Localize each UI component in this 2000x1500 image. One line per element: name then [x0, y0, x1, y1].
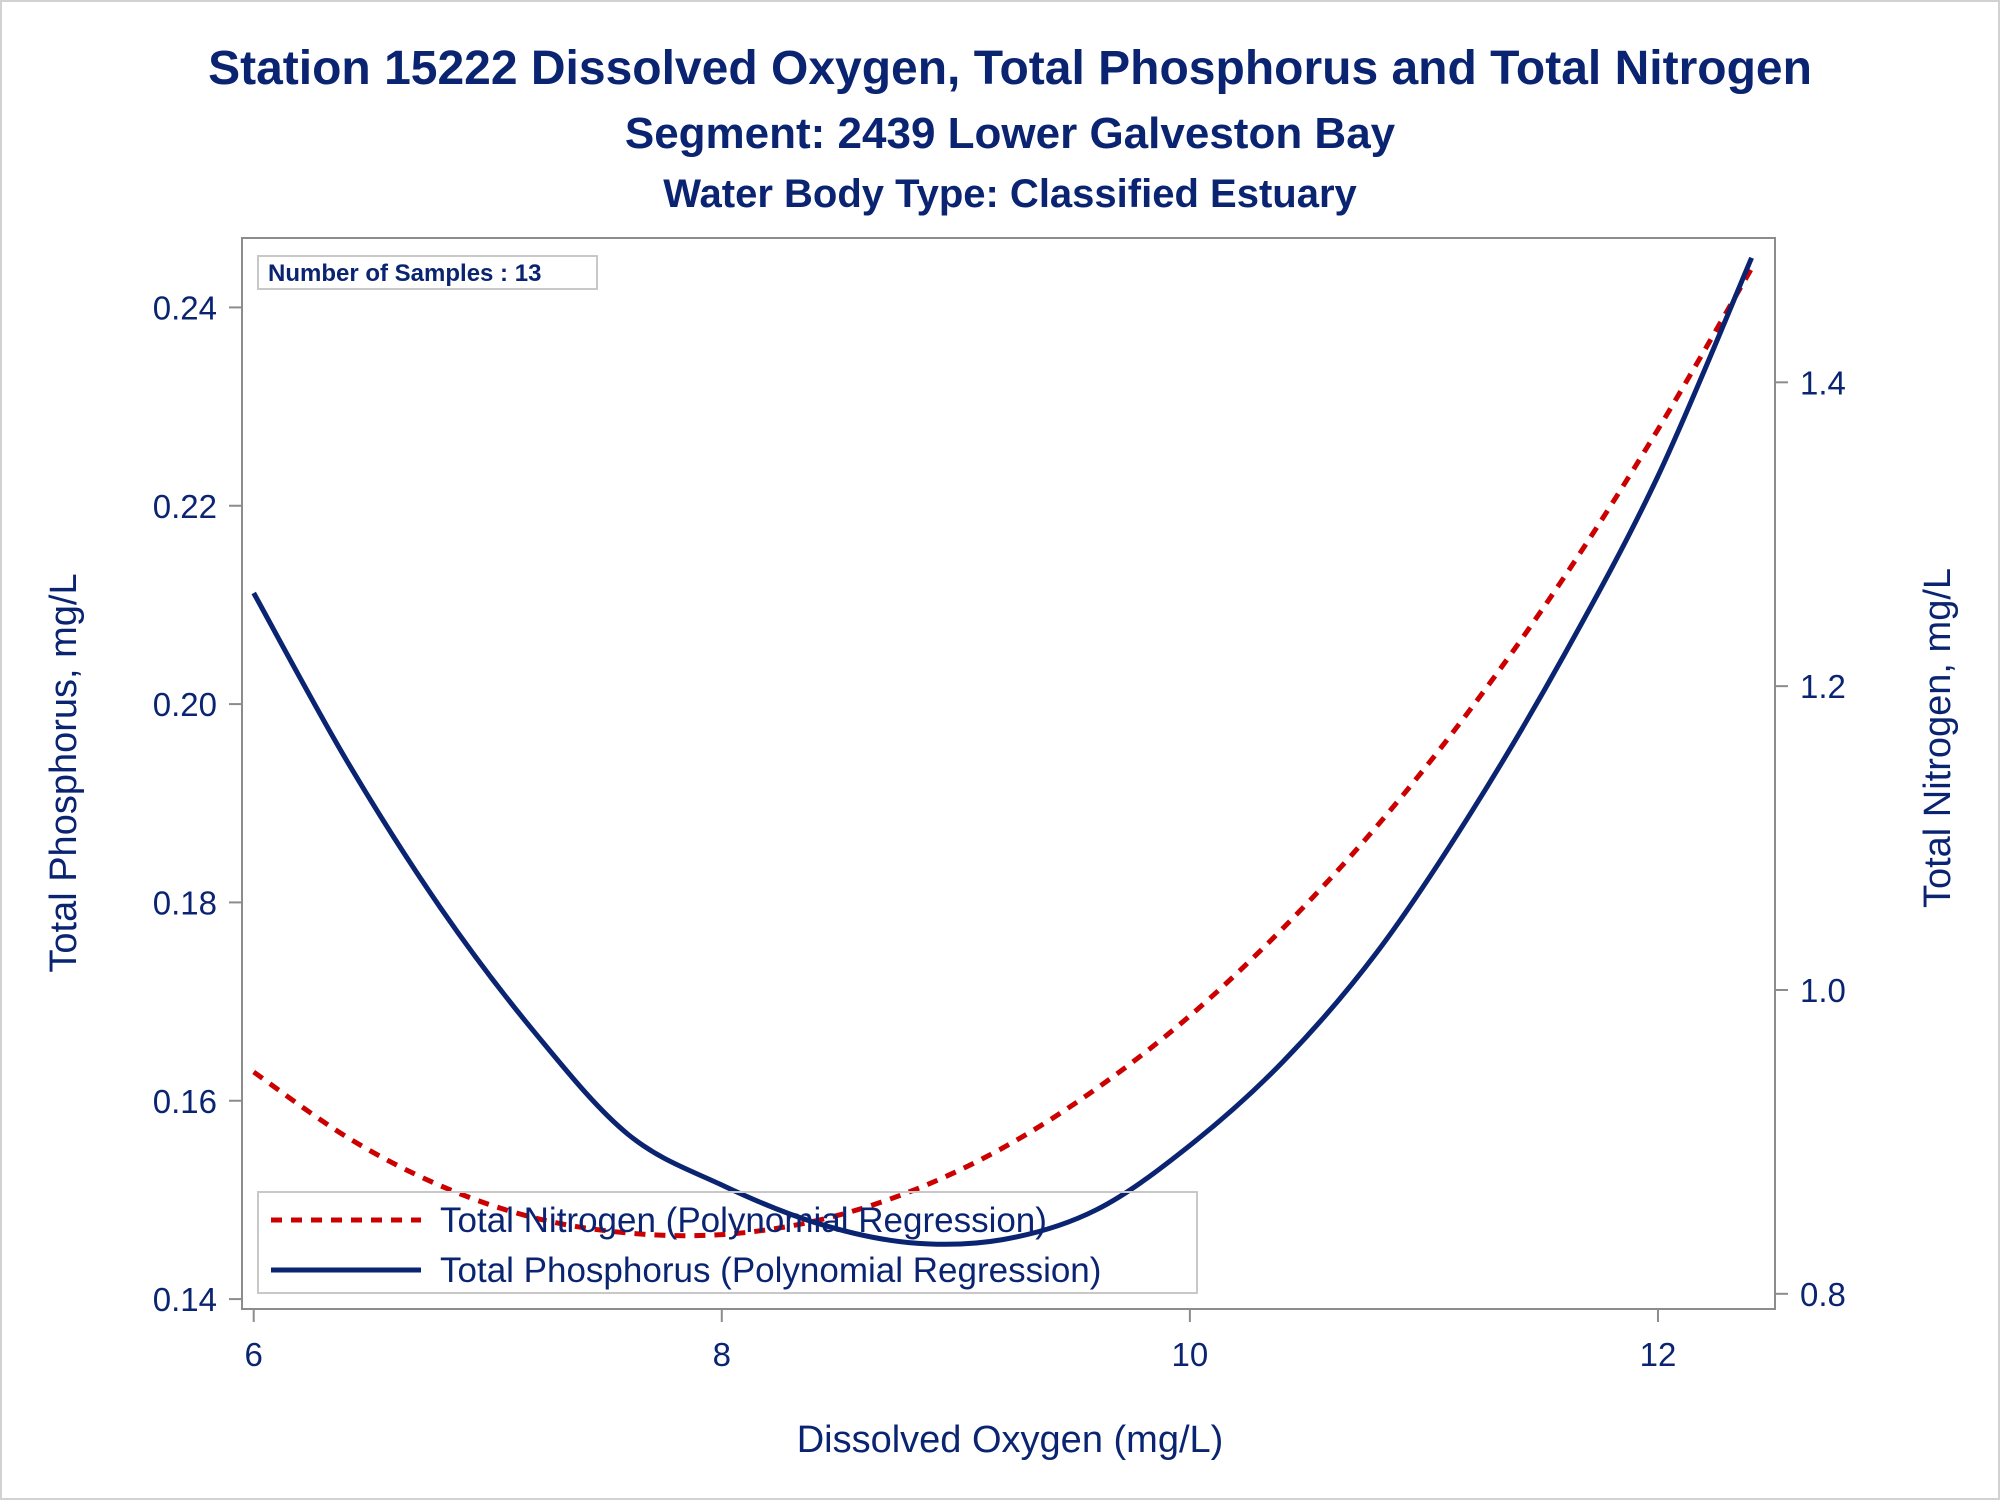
- plot-area-frame: [241, 237, 1776, 1310]
- legend-label: Total Phosphorus (Polynomial Regression): [440, 1251, 1101, 1290]
- x-tick-label: 12: [1640, 1336, 1677, 1373]
- legend-label: Total Nitrogen (Polynomial Regression): [440, 1201, 1047, 1240]
- sample-count-box: [257, 255, 598, 290]
- x-tick-label: 10: [1172, 1336, 1209, 1373]
- nitrogen-series-line: [252, 267, 1754, 1239]
- chart-title: Station 15222 Dissolved Oxygen, Total Ph…: [208, 42, 1812, 95]
- phosphorus-series-line: [251, 256, 1754, 1247]
- chart-subtitle: Segment: 2439 Lower Galveston Bay: [625, 109, 1396, 158]
- x-axis-title: Dissolved Oxygen (mg/L): [797, 1419, 1224, 1461]
- y-tick-label: 0.14: [153, 1281, 217, 1318]
- legend: Total Nitrogen (Polynomial Regression) To…: [271, 1201, 1101, 1290]
- y-axis-right: 0.8 1.0 1.2 1.4: [1775, 364, 1846, 1313]
- y-tick-label: 0.24: [153, 289, 217, 326]
- y-tick-label: 0.22: [153, 488, 217, 525]
- chart-subtitle-2: Water Body Type: Classified Estuary: [663, 172, 1357, 216]
- y-tick-label: 0.18: [153, 884, 217, 921]
- x-tick-label: 6: [245, 1336, 263, 1373]
- y2-tick-label: 1.0: [1800, 972, 1846, 1009]
- legend-box: [257, 1191, 1198, 1294]
- x-tick-label: 8: [713, 1336, 731, 1373]
- y2-tick-label: 1.2: [1800, 668, 1846, 705]
- sample-count-text: Number of Samples : 13: [268, 260, 541, 287]
- y-axis-left-title: Total Phosphorus, mg/L: [43, 573, 85, 972]
- y-axis-left: 0.14 0.16 0.18 0.20 0.22 0.24: [153, 289, 242, 1318]
- series-layer: [251, 256, 1754, 1247]
- y-tick-label: 0.16: [153, 1083, 217, 1120]
- y-axis-right-title: Total Nitrogen, mg/L: [1917, 568, 1959, 908]
- y-tick-label: 0.20: [153, 686, 217, 723]
- y2-tick-label: 1.4: [1800, 364, 1846, 401]
- x-axis: 6 8 10 12: [245, 1309, 1677, 1373]
- y2-tick-label: 0.8: [1800, 1276, 1846, 1313]
